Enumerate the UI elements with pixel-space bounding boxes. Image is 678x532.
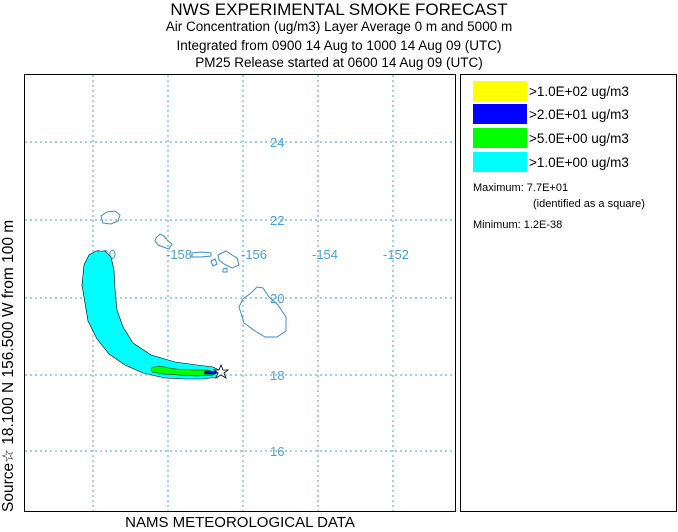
plume-concentration-over-1 — [81, 250, 222, 380]
legend-label: >2.0E+01 ug/m3 — [529, 107, 629, 122]
longitude-labels: -160 -158 -156 -154 -152 — [90, 247, 409, 262]
plume-concentration-over-20 — [203, 370, 219, 375]
map-panel: -160 -158 -156 -154 -152 24 22 20 18 16 — [24, 74, 456, 512]
minimum-value: Minimum: 1.2E-38 — [473, 219, 563, 231]
lon-label-minus156: -156 — [241, 247, 267, 262]
island-maui — [217, 250, 240, 269]
release-time: PM25 Release started at 0600 14 Aug 09 (… — [195, 55, 483, 70]
integration-period: Integrated from 0900 14 Aug to 1000 14 A… — [176, 38, 502, 53]
legend-swatch-yellow — [473, 81, 527, 101]
island-molokai — [191, 251, 212, 258]
maximum-value: Maximum: 7.7E+01 — [473, 182, 569, 194]
legend-label: >1.0E+00 ug/m3 — [529, 155, 629, 170]
lon-label-minus152: -152 — [383, 247, 409, 262]
legend-label: >1.0E+02 ug/m3 — [529, 84, 629, 99]
smoke-map: -160 -158 -156 -154 -152 24 22 20 18 16 — [25, 75, 455, 511]
source-location-label: Source☆ 18.100 N 156.500 W from 100 m — [0, 219, 17, 512]
lat-label-22: 22 — [270, 213, 284, 228]
concentration-subtitle: Air Concentration (ug/m3) Layer Average … — [165, 19, 513, 34]
legend-panel: >1.0E+02 ug/m3 >2.0E+01 ug/m3 >5.0E+00 u… — [460, 74, 677, 512]
island-kahoolawe — [222, 267, 228, 273]
island-lanai — [210, 258, 218, 267]
lon-label-minus158: -158 — [166, 247, 192, 262]
legend-swatch-blue — [473, 104, 527, 124]
hawaii-coastlines — [100, 210, 287, 338]
source-star-icon — [212, 363, 230, 379]
lon-label-minus154: -154 — [312, 247, 338, 262]
legend-label: >5.0E+00 ug/m3 — [529, 131, 629, 146]
lat-label-16: 16 — [270, 444, 284, 459]
smoke-plume — [81, 250, 230, 380]
lat-label-18: 18 — [270, 368, 284, 383]
island-oahu — [154, 233, 173, 250]
lat-label-20: 20 — [270, 291, 284, 306]
lat-label-24: 24 — [270, 135, 284, 150]
island-hawaii — [238, 286, 287, 338]
map-title: NWS EXPERIMENTAL SMOKE FORECAST — [170, 0, 508, 19]
met-data-footer: NAMS METEOROLOGICAL DATA — [125, 514, 355, 531]
legend-swatch-cyan — [473, 152, 527, 172]
maximum-note: (identified as a square) — [533, 198, 645, 210]
legend-swatch-green — [473, 128, 527, 148]
latitude-labels: 24 22 20 18 16 — [270, 135, 284, 459]
island-niihau — [100, 210, 121, 225]
